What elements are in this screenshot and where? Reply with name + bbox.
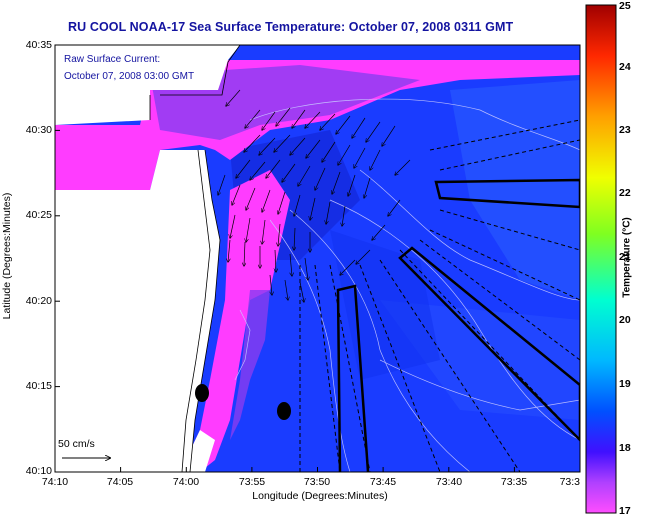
overlay-label-2: October 07, 2008 03:00 GMT	[64, 71, 195, 82]
overlay-label-1: Raw Surface Current:	[64, 54, 161, 65]
sector-polygon-3	[434, 178, 580, 209]
current-vectors	[218, 89, 411, 302]
colorbar-tick: 23	[619, 124, 631, 136]
y-tick-label: 40:30	[25, 124, 52, 136]
station-marker-1	[195, 384, 209, 402]
land-coast	[55, 150, 220, 472]
station-marker-2	[277, 402, 291, 420]
y-tick-label: 40:15	[25, 380, 52, 392]
y-axis-label: Latitude (Degrees:Minutes)	[1, 192, 13, 320]
sector-polygon-1	[336, 284, 370, 472]
sector-polygon-2	[398, 246, 580, 442]
colorbar-tick: 21	[619, 251, 631, 263]
colorbar-tick: 24	[619, 61, 631, 73]
colorbar-tick: 19	[619, 378, 631, 390]
colorbar-label: Temperature (°C)	[621, 217, 633, 298]
colorbar-tick: 25	[619, 0, 631, 12]
x-axis-label: Longitude (Degrees:Minutes)	[252, 490, 388, 502]
chart-title: RU COOL NOAA-17 Sea Surface Temperature:…	[68, 20, 514, 34]
colorbar-tick: 17	[619, 505, 631, 517]
x-tick-label: 73:50	[303, 476, 331, 488]
colorbar-tick: 22	[619, 187, 631, 199]
x-tick-label: 73:3	[559, 476, 580, 488]
y-tick-label: 40:20	[25, 295, 52, 307]
map-area	[55, 45, 580, 472]
colorbar-tick: 18	[619, 442, 631, 454]
land-north	[55, 45, 240, 125]
y-tick-label: 40:10	[25, 465, 52, 477]
x-tick-label: 73:45	[369, 476, 397, 488]
y-tick-label: 40:35	[25, 39, 52, 51]
scale-bar-label: 50 cm/s	[58, 438, 95, 450]
x-tick-label: 74:10	[41, 476, 69, 488]
y-tick-label: 40:25	[25, 209, 52, 221]
x-tick-label: 74:05	[106, 476, 134, 488]
x-tick-label: 73:55	[238, 476, 266, 488]
x-tick-label: 73:40	[435, 476, 463, 488]
x-tick-label: 73:35	[500, 476, 528, 488]
colorbar-tick: 20	[619, 314, 631, 326]
colorbar	[585, 4, 617, 514]
x-tick-label: 74:00	[172, 476, 200, 488]
